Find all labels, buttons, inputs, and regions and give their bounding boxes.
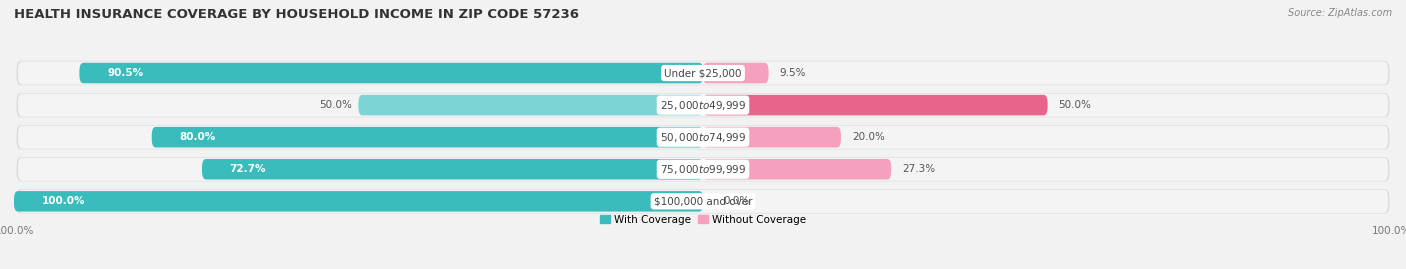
FancyBboxPatch shape (17, 189, 1389, 214)
FancyBboxPatch shape (18, 190, 1388, 213)
FancyBboxPatch shape (703, 95, 1047, 115)
FancyBboxPatch shape (17, 157, 1389, 182)
Text: $50,000 to $74,999: $50,000 to $74,999 (659, 131, 747, 144)
FancyBboxPatch shape (17, 93, 1389, 117)
FancyBboxPatch shape (18, 94, 1388, 117)
FancyBboxPatch shape (18, 62, 1388, 84)
Text: HEALTH INSURANCE COVERAGE BY HOUSEHOLD INCOME IN ZIP CODE 57236: HEALTH INSURANCE COVERAGE BY HOUSEHOLD I… (14, 8, 579, 21)
Text: 50.0%: 50.0% (319, 100, 352, 110)
FancyBboxPatch shape (152, 127, 703, 147)
Text: 100.0%: 100.0% (42, 196, 86, 206)
Text: 90.5%: 90.5% (107, 68, 143, 78)
FancyBboxPatch shape (359, 95, 703, 115)
Legend: With Coverage, Without Coverage: With Coverage, Without Coverage (596, 210, 810, 229)
Text: 72.7%: 72.7% (229, 164, 266, 174)
Text: $75,000 to $99,999: $75,000 to $99,999 (659, 163, 747, 176)
FancyBboxPatch shape (18, 158, 1388, 181)
Text: $25,000 to $49,999: $25,000 to $49,999 (659, 99, 747, 112)
Text: 20.0%: 20.0% (852, 132, 884, 142)
Text: 0.0%: 0.0% (724, 196, 749, 206)
FancyBboxPatch shape (17, 125, 1389, 149)
FancyBboxPatch shape (703, 127, 841, 147)
FancyBboxPatch shape (703, 159, 891, 179)
Text: Source: ZipAtlas.com: Source: ZipAtlas.com (1288, 8, 1392, 18)
FancyBboxPatch shape (703, 63, 769, 83)
Text: 50.0%: 50.0% (1059, 100, 1091, 110)
Text: $100,000 and over: $100,000 and over (654, 196, 752, 206)
Text: 27.3%: 27.3% (903, 164, 935, 174)
FancyBboxPatch shape (17, 61, 1389, 85)
Text: Under $25,000: Under $25,000 (664, 68, 742, 78)
FancyBboxPatch shape (18, 126, 1388, 149)
FancyBboxPatch shape (79, 63, 703, 83)
FancyBboxPatch shape (202, 159, 703, 179)
FancyBboxPatch shape (14, 191, 703, 212)
Text: 9.5%: 9.5% (779, 68, 806, 78)
Text: 80.0%: 80.0% (180, 132, 215, 142)
